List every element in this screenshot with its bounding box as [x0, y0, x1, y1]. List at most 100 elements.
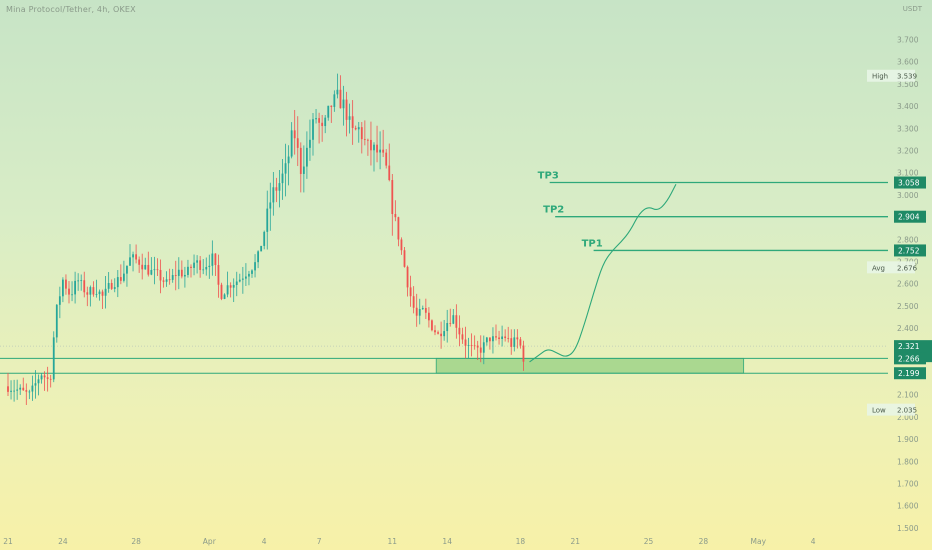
x-tick-label: 24 [58, 537, 68, 546]
candle-body [241, 278, 244, 280]
target-badge [894, 210, 926, 223]
candle-body [437, 332, 439, 334]
candle-body [482, 342, 485, 353]
candle-body [385, 152, 388, 166]
candle-body [464, 339, 467, 346]
target-badge [894, 244, 926, 257]
candle-body [388, 165, 391, 181]
candle-body [306, 147, 308, 167]
candle-body [180, 269, 183, 277]
candle-body [263, 231, 266, 246]
candle-body [245, 276, 247, 279]
candle-body [220, 284, 223, 299]
target-badge-value: 2.752 [898, 246, 920, 255]
candle-body [281, 173, 284, 184]
x-tick-label: 25 [644, 537, 654, 546]
candle-body [43, 375, 46, 378]
candle-body [275, 187, 278, 191]
candle-body [504, 336, 507, 339]
candle-body [13, 390, 15, 392]
y-tick-label: 3.100 [897, 169, 919, 178]
candle-body [74, 280, 76, 295]
candle-body [516, 337, 519, 340]
candle-body [132, 254, 134, 258]
candle-body [485, 337, 488, 343]
x-tick-label: 28 [699, 537, 709, 546]
candle-body [135, 254, 137, 260]
candle-body [299, 147, 302, 174]
candle-body [159, 269, 162, 281]
candle-body [324, 117, 327, 127]
y-tick-label: 2.600 [897, 280, 919, 289]
target-label-tp3: TP3 [538, 171, 559, 182]
candle-body [34, 383, 37, 386]
y-tick-label: 1.600 [897, 502, 919, 511]
candle-body [446, 323, 449, 332]
low-label: Low [872, 407, 886, 415]
currency-label: USDT [902, 5, 922, 13]
candle-body [449, 323, 452, 324]
target-label-tp2: TP2 [543, 205, 564, 216]
candle-body [492, 336, 494, 342]
candle-body [89, 287, 92, 295]
candle-body [123, 273, 125, 281]
candle-body [37, 379, 40, 384]
candle-body [80, 280, 83, 282]
candle-body [153, 269, 156, 271]
target-badge-value: 2.904 [898, 213, 920, 222]
candle-body [193, 262, 195, 268]
candle-body [452, 315, 455, 324]
candle-body [31, 385, 34, 392]
y-tick-label: 3.500 [897, 80, 919, 89]
candle-body [257, 251, 259, 263]
candle-body [107, 283, 110, 289]
y-tick-label: 1.500 [897, 524, 919, 533]
last-price-badge [894, 352, 926, 365]
target-label-tp1: TP1 [582, 238, 603, 249]
candle-body [315, 118, 317, 120]
candle-body [354, 127, 357, 130]
support-bottom-value: 2.199 [898, 369, 920, 378]
candle-body [342, 99, 345, 109]
target-badge [894, 176, 926, 189]
candle-body [260, 245, 263, 252]
current-price-value: 2.321 [898, 342, 920, 351]
candle-body [199, 260, 202, 270]
candle-body [104, 288, 107, 296]
support-bottom-badge [894, 367, 926, 380]
candle-body [119, 277, 122, 281]
candle-body [168, 279, 171, 281]
candle-body [357, 127, 360, 130]
candle-body [208, 265, 211, 268]
candle-body [113, 287, 116, 289]
y-tick-label: 2.400 [897, 324, 919, 333]
candle-body [162, 280, 165, 282]
candle-body [248, 273, 250, 277]
x-tick-label: 18 [516, 537, 526, 546]
candle-body [211, 253, 214, 266]
candle-body [367, 139, 369, 141]
candle-body [296, 138, 299, 148]
candle-body [19, 387, 22, 390]
candle-body [287, 156, 290, 164]
candle-body [415, 307, 418, 316]
y-tick-label: 1.700 [897, 480, 919, 489]
candle-body [217, 265, 220, 285]
x-tick-label: 21 [3, 537, 13, 546]
candle-body [473, 345, 476, 347]
target-badge-value: 3.058 [898, 179, 920, 188]
candle-body [507, 338, 510, 339]
candle-body [409, 287, 412, 297]
candle-body [156, 269, 159, 271]
candle-body [214, 253, 217, 266]
candle-body [348, 116, 351, 120]
candle-body [360, 127, 363, 140]
candle-body [28, 391, 31, 393]
candle-body [251, 270, 253, 274]
x-tick-label: 11 [388, 537, 398, 546]
candle-body [321, 122, 324, 127]
candle-body [519, 339, 522, 346]
candle-body [235, 281, 238, 285]
support-zone [435, 357, 745, 374]
